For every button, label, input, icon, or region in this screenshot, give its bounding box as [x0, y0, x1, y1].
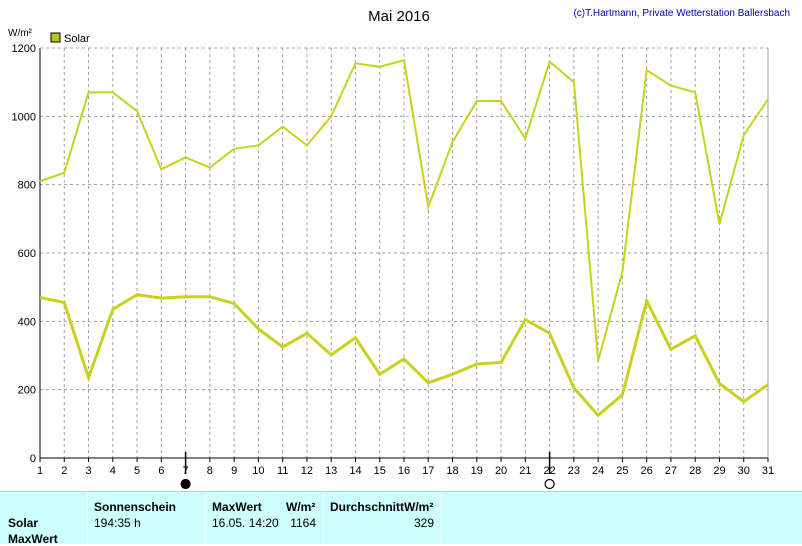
- panel-divider: [205, 492, 206, 544]
- y-tick-label: 0: [30, 453, 36, 465]
- x-tick-labels: 1234567891011121314151617181920212223242…: [37, 465, 774, 477]
- x-tick-label: 28: [689, 465, 701, 477]
- row-label-solar: Solar: [8, 516, 39, 530]
- x-tick-label: 8: [207, 465, 213, 477]
- x-tick-label: 31: [762, 465, 774, 477]
- panel-divider: [87, 492, 88, 544]
- summary-panel: Solar MaxWert Sonnenschein 194:35 h MaxW…: [0, 491, 802, 546]
- x-tick-label: 17: [422, 465, 434, 477]
- x-tick-label: 6: [158, 465, 164, 477]
- y-tick-label: 1000: [12, 111, 36, 123]
- panel-divider: [323, 492, 324, 544]
- y-tick-label: 800: [18, 180, 36, 192]
- chart-title: Mai 2016: [368, 8, 430, 25]
- sunshine-value: 194:35 h: [94, 516, 141, 530]
- row-label-maxwert: MaxWert: [8, 532, 58, 546]
- x-tick-label: 21: [519, 465, 531, 477]
- series-line-daily-mean: [39, 293, 769, 418]
- legend-label: Solar: [64, 33, 90, 45]
- x-tick-label: 4: [110, 465, 116, 477]
- x-tick-label: 29: [713, 465, 725, 477]
- avg-unit: W/m²: [404, 500, 434, 514]
- x-tick-label: 10: [252, 465, 264, 477]
- copyright-text: (c)T.Hartmann, Private Wetterstation Bal…: [573, 8, 790, 19]
- x-tick-label: 24: [592, 465, 604, 477]
- grid-lines: [40, 47, 769, 458]
- x-tick-label: 26: [641, 465, 653, 477]
- max-unit: W/m²: [286, 500, 316, 514]
- solar-chart: 1234567891011121314151617181920212223242…: [8, 8, 790, 490]
- x-tick-label: 2: [61, 465, 67, 477]
- x-tick-label: 13: [325, 465, 337, 477]
- sunshine-header: Sonnenschein: [94, 500, 177, 514]
- avg-value: 329: [413, 516, 434, 530]
- y-tick-label: 400: [18, 316, 36, 328]
- x-tick-label: 5: [134, 465, 140, 477]
- x-tick-label: 30: [738, 465, 750, 477]
- y-tick-label: 1200: [12, 43, 36, 55]
- data-series: [39, 59, 769, 418]
- full-moon-icon: [544, 478, 555, 490]
- x-tick-label: 16: [398, 465, 410, 477]
- max-datetime: 16.05. 14:20: [212, 516, 279, 530]
- axes: [39, 47, 769, 462]
- x-tick-label: 14: [349, 465, 361, 477]
- avg-header: Durchschnitt: [330, 500, 405, 514]
- x-tick-label: 18: [446, 465, 458, 477]
- x-tick-label: 11: [277, 465, 288, 477]
- x-tick-label: 25: [616, 465, 628, 477]
- series-line-daily-max: [39, 59, 769, 361]
- max-value: 1164: [290, 516, 316, 530]
- x-tick-label: 12: [301, 465, 313, 477]
- x-tick-label: 27: [665, 465, 677, 477]
- x-tick-label: 20: [495, 465, 507, 477]
- x-tick-label: 9: [231, 465, 237, 477]
- x-tick-label: 23: [568, 465, 580, 477]
- y-axis-unit: W/m²: [8, 28, 33, 39]
- x-tick-label: 19: [471, 465, 483, 477]
- new-moon-icon: [180, 478, 191, 490]
- y-tick-label: 200: [18, 385, 36, 397]
- moon-phase-markers: [180, 452, 555, 490]
- x-tick-label: 1: [37, 465, 43, 477]
- legend-swatch: [50, 32, 61, 43]
- max-header: MaxWert: [212, 500, 262, 514]
- x-tick-label: 3: [85, 465, 91, 477]
- panel-divider: [441, 492, 442, 544]
- y-tick-label: 600: [18, 248, 36, 260]
- y-tick-labels: 0 200 400 600 800 1000 1200: [12, 43, 36, 465]
- x-tick-label: 15: [374, 465, 386, 477]
